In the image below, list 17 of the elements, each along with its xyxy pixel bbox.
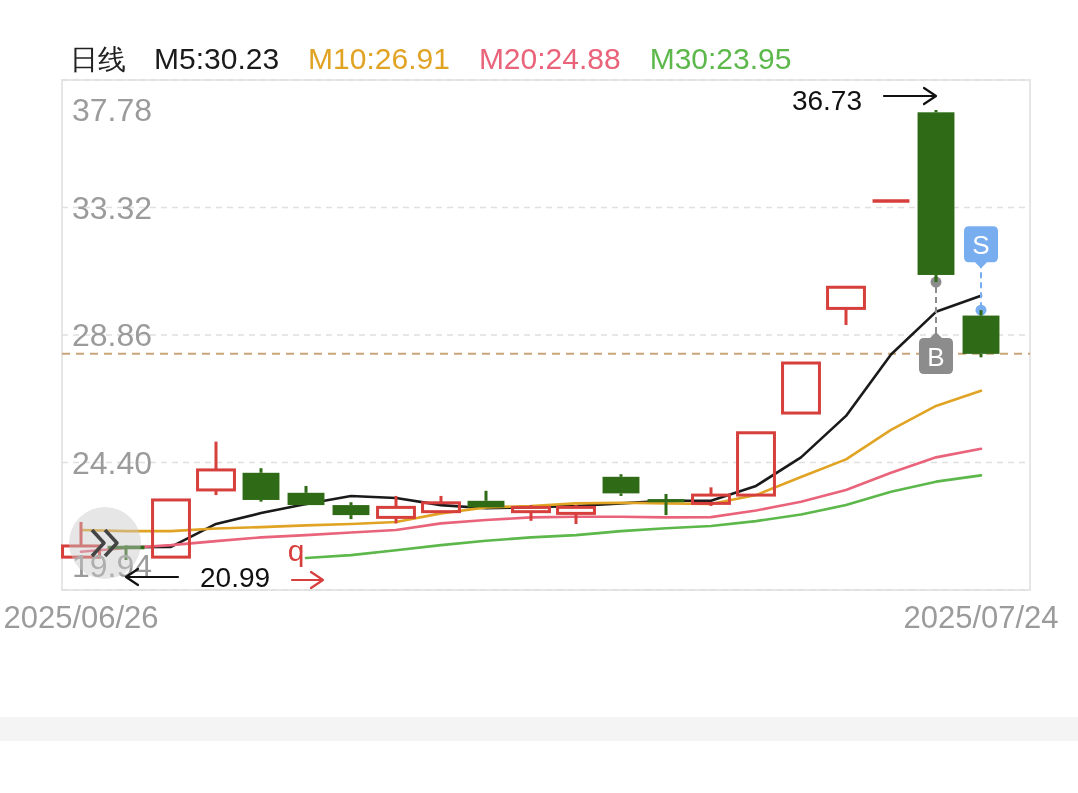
- text: M30:23.95: [649, 42, 792, 75]
- y-tick-label: 24.40: [72, 444, 153, 481]
- text: M5:30.23: [154, 42, 280, 75]
- annotation: 36.73: [791, 84, 862, 116]
- annotation: S: [972, 230, 990, 261]
- y-tick-label: 28.86: [72, 317, 153, 353]
- chart-title: 日线: [70, 44, 126, 75]
- annotation: q: [287, 533, 305, 567]
- y-tick-label: 33.32: [72, 189, 153, 226]
- y-tick-label: 19.94: [72, 548, 153, 584]
- annotation: 20.99: [200, 562, 271, 594]
- text: M10:26.91: [308, 42, 450, 75]
- x-tick-label: 2025/06/26: [3, 600, 159, 635]
- y-tick-label: 37.78: [72, 92, 153, 128]
- annotation: B: [927, 342, 945, 373]
- x-tick-label: 2025/07/24: [903, 600, 1059, 635]
- text: M20:24.88: [478, 42, 621, 75]
